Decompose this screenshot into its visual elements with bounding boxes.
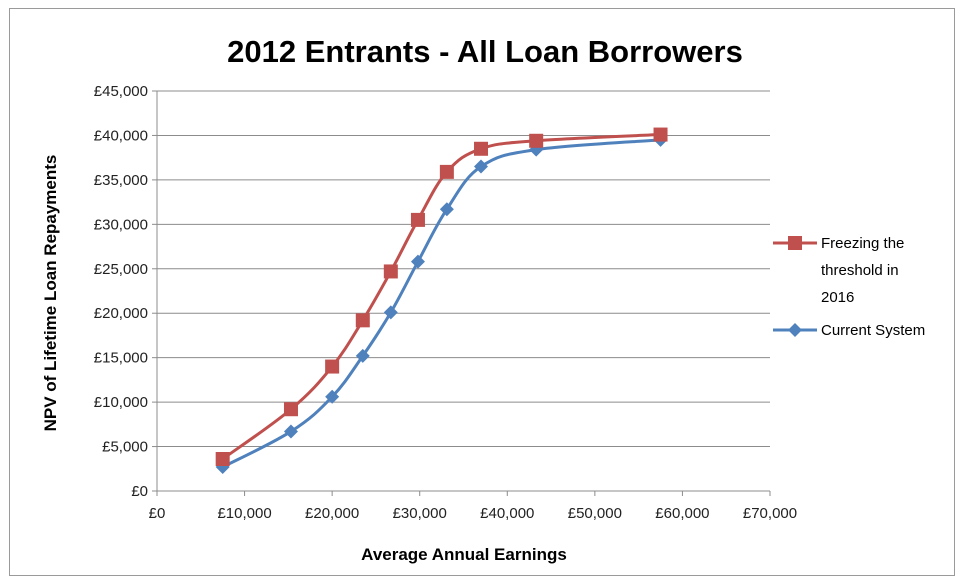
series-line — [221, 133, 661, 461]
data-point — [439, 164, 454, 179]
x-tick-label: £40,000 — [480, 505, 534, 522]
data-point — [383, 264, 398, 279]
y-tick-label: £5,000 — [102, 439, 148, 456]
legend-label: threshold in — [821, 262, 899, 279]
x-tick-label: £50,000 — [568, 505, 622, 522]
data-point — [325, 389, 340, 404]
y-tick-label: £35,000 — [94, 172, 148, 189]
series-line — [221, 138, 661, 469]
data-point — [355, 348, 370, 363]
x-tick-label: £0 — [149, 505, 166, 522]
series-diamond — [215, 132, 668, 474]
y-tick-label: £25,000 — [94, 261, 148, 278]
data-point — [355, 313, 370, 328]
legend-marker — [788, 323, 802, 337]
x-tick-label: £70,000 — [743, 505, 797, 522]
chart-title: 2012 Entrants - All Loan Borrowers — [227, 34, 743, 69]
y-tick-label: £10,000 — [94, 394, 148, 411]
data-point — [653, 127, 668, 142]
data-point — [283, 424, 298, 439]
x-tick-label: £20,000 — [305, 505, 359, 522]
y-tick-label: £40,000 — [94, 127, 148, 144]
legend-label: Freezing the — [821, 235, 904, 252]
legend-marker — [788, 236, 802, 250]
series-square — [215, 127, 668, 466]
y-tick-label: £0 — [131, 483, 148, 500]
data-point — [410, 254, 425, 269]
data-point — [325, 359, 340, 374]
data-point — [529, 133, 544, 148]
legend-label: Current System — [821, 322, 925, 339]
data-point — [283, 402, 298, 417]
data-point — [215, 452, 230, 466]
x-tick-label: £30,000 — [393, 505, 447, 522]
y-tick-label: £45,000 — [94, 83, 148, 100]
y-axis-label: NPV of Lifetime Loan Repayments — [41, 155, 60, 432]
data-point — [439, 202, 454, 217]
x-tick-label: £10,000 — [217, 505, 271, 522]
y-tick-label: £15,000 — [94, 350, 148, 367]
x-axis-label: Average Annual Earnings — [361, 545, 567, 564]
data-point — [474, 159, 489, 174]
chart-frame — [9, 8, 955, 576]
y-tick-label: £30,000 — [94, 216, 148, 233]
legend-label: 2016 — [821, 289, 854, 306]
x-tick-label: £60,000 — [655, 505, 709, 522]
data-point — [410, 212, 425, 227]
y-tick-label: £20,000 — [94, 305, 148, 322]
data-point — [383, 305, 398, 320]
legend: Freezing the threshold in 2016 Current Syst… — [773, 235, 925, 339]
data-point — [474, 141, 489, 156]
